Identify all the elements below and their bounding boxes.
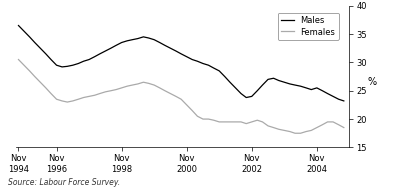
Females: [16, 58, 21, 61]
Males: [130, 39, 135, 41]
Males: [341, 100, 346, 102]
Females: [341, 126, 346, 129]
Line: Females: Females: [19, 60, 344, 133]
Text: Source: Labour Force Survey.: Source: Labour Force Survey.: [8, 178, 120, 187]
Females: [190, 109, 195, 112]
Y-axis label: %: %: [368, 77, 377, 87]
Males: [211, 67, 216, 69]
Females: [293, 132, 297, 134]
Legend: Males, Females: Males, Females: [278, 13, 339, 40]
Females: [211, 119, 216, 121]
Males: [92, 56, 97, 58]
Females: [81, 96, 86, 99]
Females: [130, 84, 135, 86]
Males: [16, 24, 21, 27]
Females: [304, 130, 308, 133]
Line: Males: Males: [19, 26, 344, 101]
Females: [92, 94, 97, 96]
Males: [81, 60, 86, 62]
Males: [190, 58, 195, 61]
Males: [298, 85, 303, 87]
